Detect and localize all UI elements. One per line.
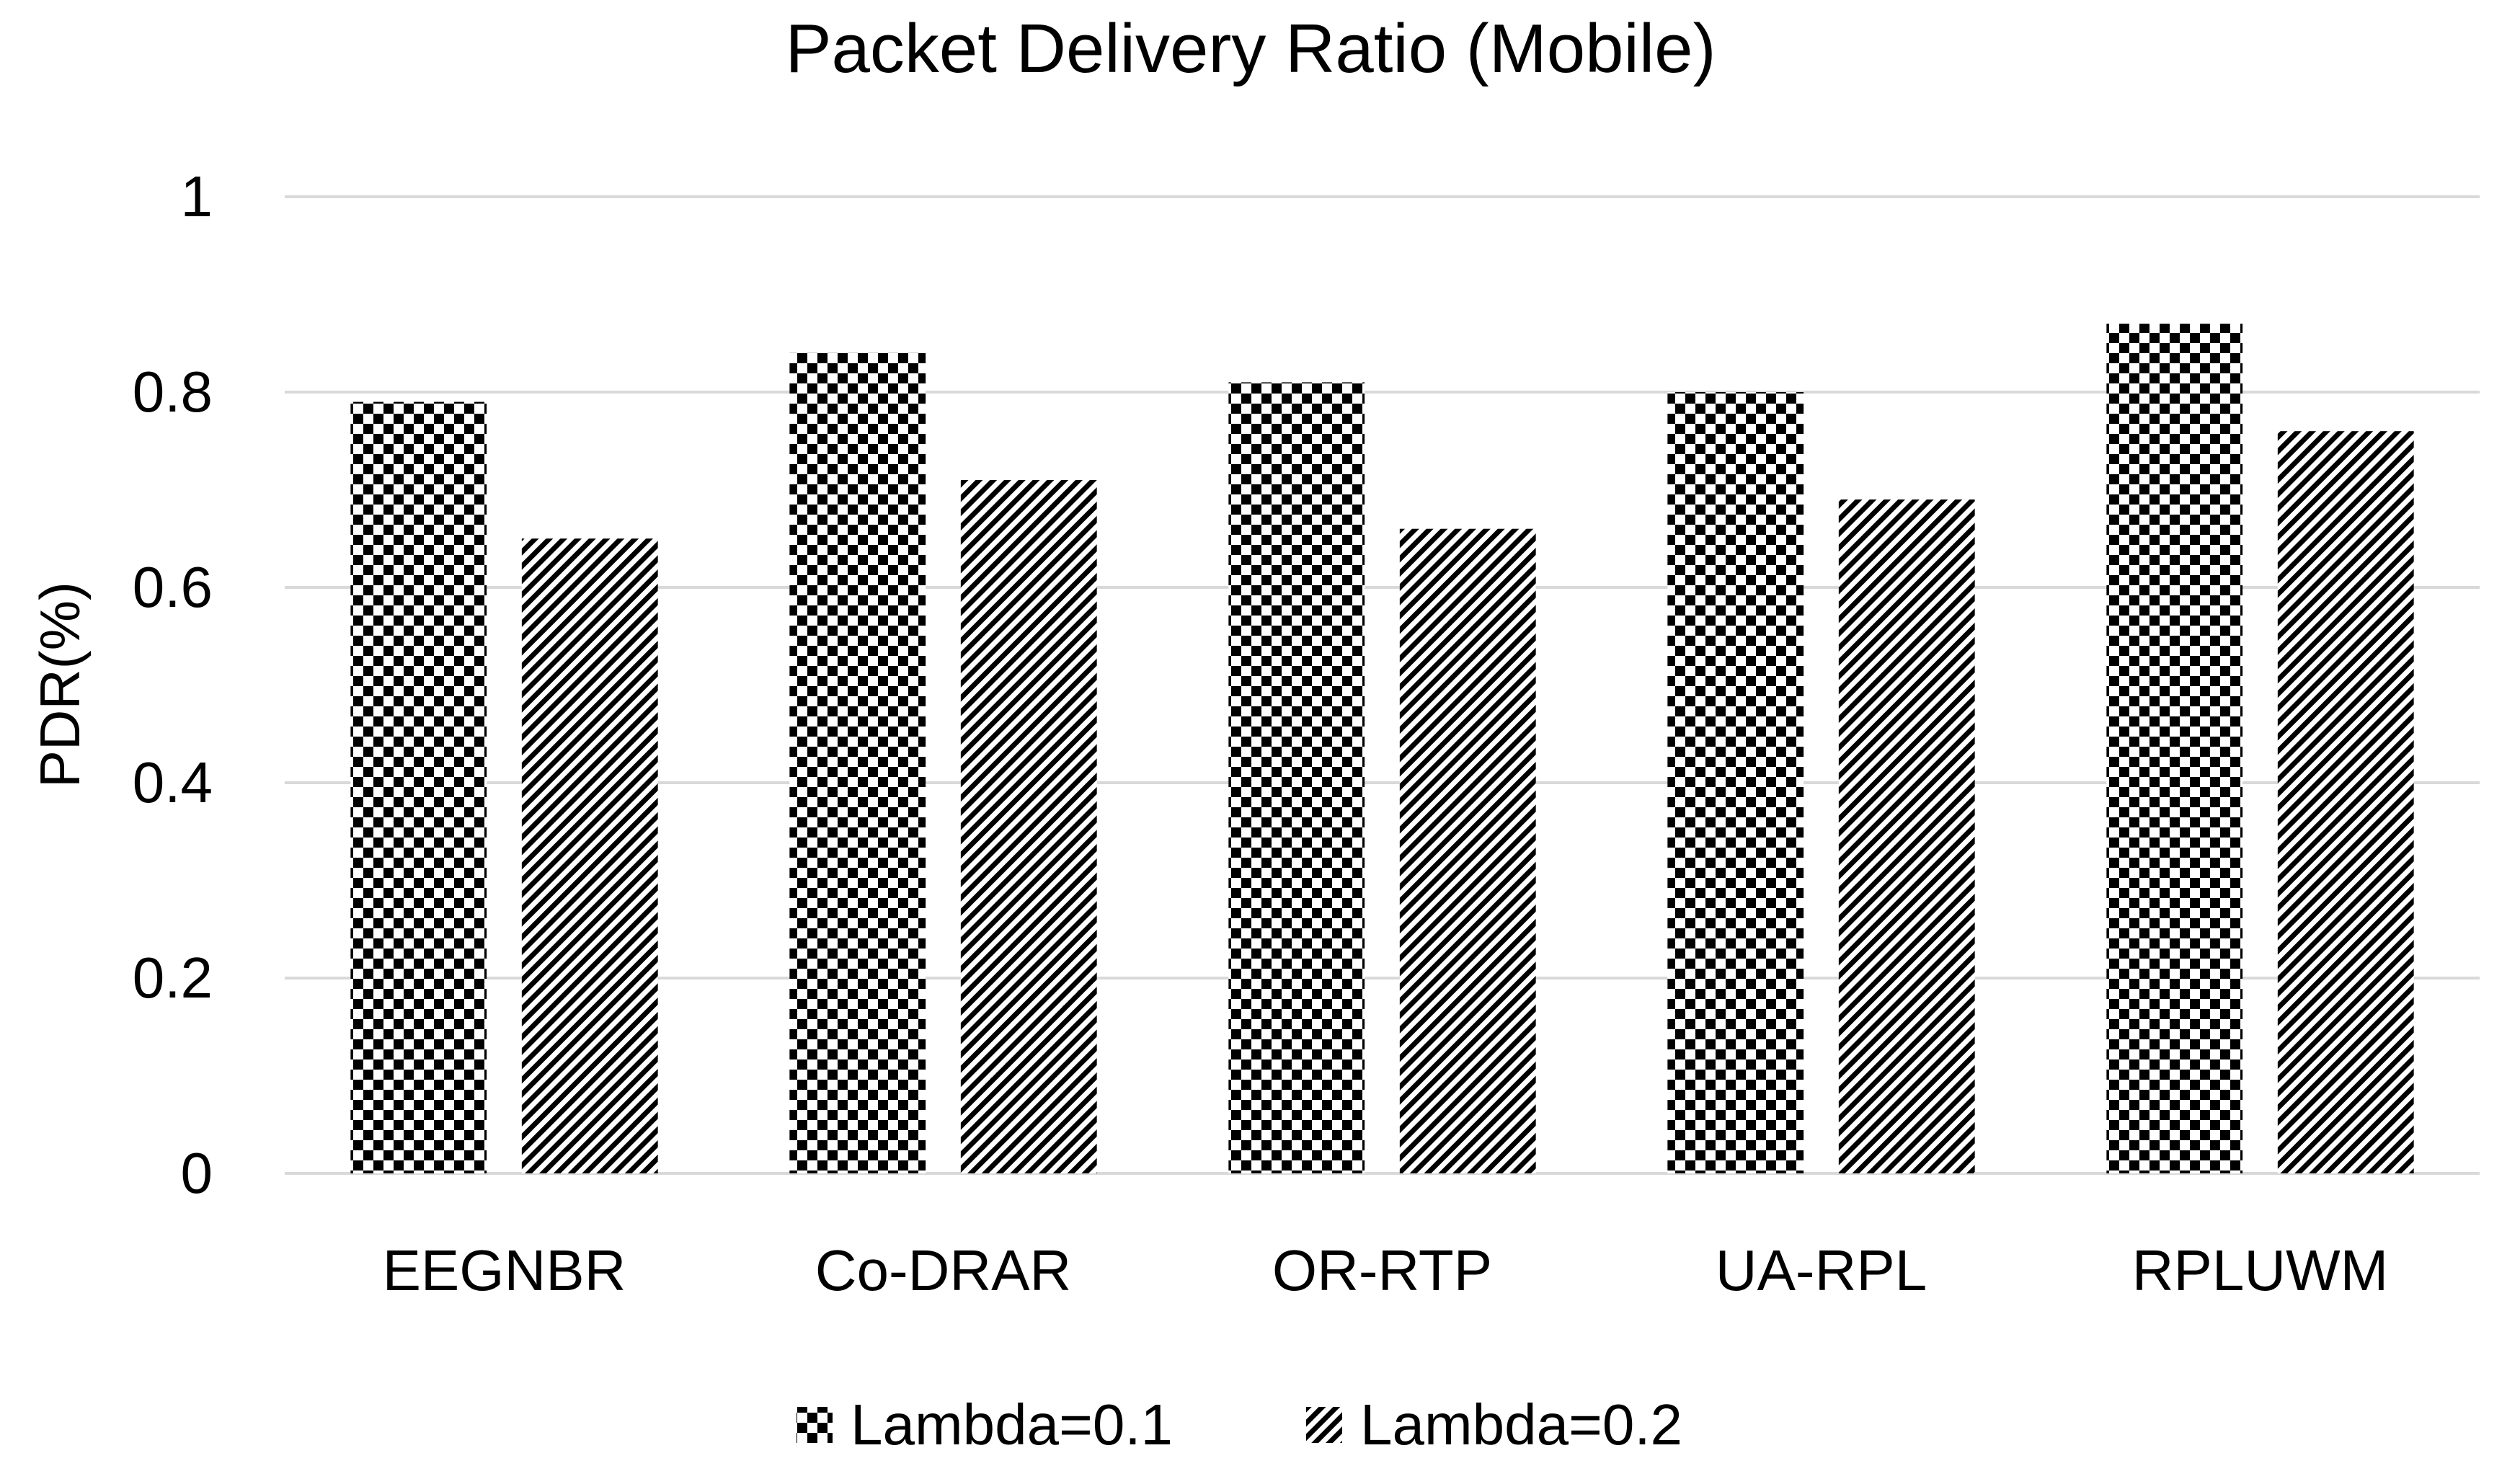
x-category-label: OR-RTP xyxy=(1272,1238,1492,1302)
x-category-label: Co-DRAR xyxy=(815,1238,1072,1302)
bar-eegnbr-series-1 xyxy=(350,401,487,1173)
bar-ua-rpl-series-1 xyxy=(1667,392,1804,1173)
x-category-label: EEGNBR xyxy=(383,1238,626,1302)
legend: Lambda=0.1 Lambda=0.2 xyxy=(797,1392,1682,1457)
y-tick-label: 0.6 xyxy=(133,555,213,619)
legend-swatch-lambda-0-1 xyxy=(797,1407,833,1443)
y-tick-labels: 0 0.2 0.4 0.6 0.8 1 xyxy=(133,164,213,1205)
y-tick-label: 0.2 xyxy=(133,946,213,1010)
bar-co-drar-series-1 xyxy=(789,352,926,1173)
y-tick-label: 1 xyxy=(181,164,213,228)
bar-or-rtp-series-2 xyxy=(1399,528,1536,1173)
y-tick-label: 0.8 xyxy=(133,360,213,424)
y-tick-label: 0.4 xyxy=(133,750,213,814)
category-labels: EEGNBR Co-DRAR OR-RTP UA-RPL RPLUWM xyxy=(383,1238,2389,1302)
bar-co-drar-series-2 xyxy=(960,479,1097,1173)
bar-eegnbr-series-2 xyxy=(521,538,658,1173)
legend-label-lambda-0-1: Lambda=0.1 xyxy=(851,1392,1173,1457)
bars xyxy=(350,324,2414,1174)
legend-swatch-lambda-0-2 xyxy=(1306,1407,1342,1443)
x-category-label: UA-RPL xyxy=(1716,1238,1927,1302)
y-tick-label: 0 xyxy=(181,1141,213,1205)
bar-rpluwm-series-1 xyxy=(2106,324,2243,1173)
chart-title: Packet Delivery Ratio (Mobile) xyxy=(785,10,1716,87)
bar-or-rtp-series-1 xyxy=(1228,382,1365,1174)
y-axis-label: PDR(%) xyxy=(28,582,92,788)
x-category-label: RPLUWM xyxy=(2132,1238,2389,1302)
bar-rpluwm-series-2 xyxy=(2277,431,2414,1174)
legend-label-lambda-0-2: Lambda=0.2 xyxy=(1360,1392,1682,1457)
bar-ua-rpl-series-2 xyxy=(1838,499,1975,1173)
